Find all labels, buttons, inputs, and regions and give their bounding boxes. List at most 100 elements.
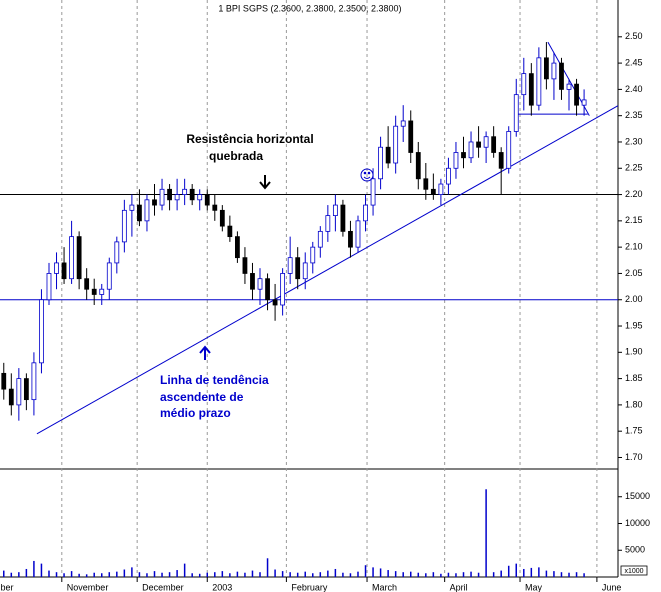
candle-body [408, 120, 414, 153]
volume-bar [455, 573, 457, 577]
candle-body [106, 262, 112, 290]
candle-body [189, 188, 195, 201]
candle-body [23, 378, 29, 401]
y-tick-label: 2.40 [625, 84, 643, 94]
candle-body [242, 257, 248, 274]
candle-body [340, 204, 346, 232]
volume-bar [447, 572, 450, 577]
volume-bar [183, 563, 186, 577]
candle-body [174, 194, 180, 201]
candle-body [182, 188, 188, 195]
candle-body [39, 299, 44, 364]
candle-body [506, 131, 512, 169]
volume-bar [100, 573, 103, 577]
candle-body [483, 136, 489, 148]
volume-bar [206, 572, 209, 577]
candle-body [31, 362, 37, 401]
candle-body [114, 241, 120, 264]
x-tick-label: February [291, 582, 328, 592]
unit-box [620, 565, 648, 576]
volume-bar [575, 572, 578, 577]
volume-bar [281, 571, 284, 577]
y-tick-label: 2.30 [625, 136, 643, 146]
volume-bar [357, 571, 359, 577]
candle-body [121, 209, 127, 243]
y-tick-label: 1.95 [625, 320, 643, 330]
candle-body [348, 230, 353, 248]
volume-bar [379, 568, 382, 577]
x-tick-label: April [450, 582, 468, 592]
volume-bar [394, 571, 397, 577]
arrow-down [259, 175, 271, 190]
x-tick-label: June [602, 582, 622, 592]
candle-body [69, 236, 74, 280]
volume-bar [327, 570, 329, 577]
volume-bar [462, 572, 465, 577]
candle-body [212, 204, 218, 211]
volume-bar [432, 572, 435, 577]
candle-body [84, 278, 90, 290]
volume-bar [485, 489, 487, 577]
volume-bar [304, 571, 306, 577]
candle-body [521, 73, 527, 96]
candle-body [581, 99, 587, 106]
x-tick-label: March [372, 582, 397, 592]
volume-bar [198, 573, 201, 577]
annotation: Linha de tendência [160, 373, 269, 387]
candle-body [446, 167, 451, 185]
volume-bar [55, 572, 58, 577]
volume-bar [85, 574, 88, 577]
volume-bar [477, 572, 480, 577]
candle-body [167, 188, 172, 201]
candle-body [1, 372, 7, 390]
candle-body [385, 146, 391, 164]
x-tick-label: May [525, 582, 543, 592]
y-tick-label: 2.10 [625, 242, 643, 252]
smiley [360, 168, 374, 182]
candle-body [317, 230, 323, 248]
candle-body [491, 136, 497, 153]
volume-bar [364, 565, 367, 577]
volume-bar [402, 572, 404, 577]
volume-bar [568, 572, 570, 577]
volume-bar [500, 570, 502, 577]
y-tick-label: 2.05 [625, 268, 643, 278]
candle-body [16, 378, 22, 406]
candle-body [498, 152, 504, 169]
candle-body [227, 225, 233, 238]
volume-bar [274, 569, 276, 577]
candle-body [272, 299, 278, 306]
volume-bar [78, 573, 80, 577]
volume-bar [221, 571, 224, 577]
candle-body [513, 94, 519, 132]
volume-bar [18, 572, 20, 577]
candle-body [129, 204, 135, 211]
candle-body [430, 188, 436, 195]
y-tick-label: 5000 [625, 545, 645, 555]
volume-bar [560, 572, 563, 577]
annotation: ascendente de [160, 390, 244, 404]
volume-bar [229, 573, 231, 577]
candle-body [528, 73, 534, 106]
y-tick-label: 2.00 [625, 294, 643, 304]
arrow-up [199, 345, 211, 360]
volume-bar [236, 571, 239, 577]
y-tick-label: 15000 [625, 491, 650, 501]
y-tick-label: 1.80 [625, 399, 643, 409]
y-tick-label: 1.85 [625, 373, 643, 383]
volume-bar [161, 572, 163, 577]
candle-body [8, 388, 14, 406]
candle-body [235, 236, 240, 259]
candle-body [536, 57, 542, 106]
candle-body [544, 57, 549, 80]
volume-bar [470, 571, 472, 577]
volume-bar [289, 572, 291, 577]
candle-body [137, 204, 142, 222]
candle-body [423, 178, 429, 190]
y-tick-label: 2.45 [625, 57, 643, 67]
candle-body [204, 194, 210, 206]
volume-bar [40, 563, 43, 577]
x-tick-label: November [67, 582, 109, 592]
candle-body [453, 152, 459, 169]
candle-body [438, 183, 444, 195]
